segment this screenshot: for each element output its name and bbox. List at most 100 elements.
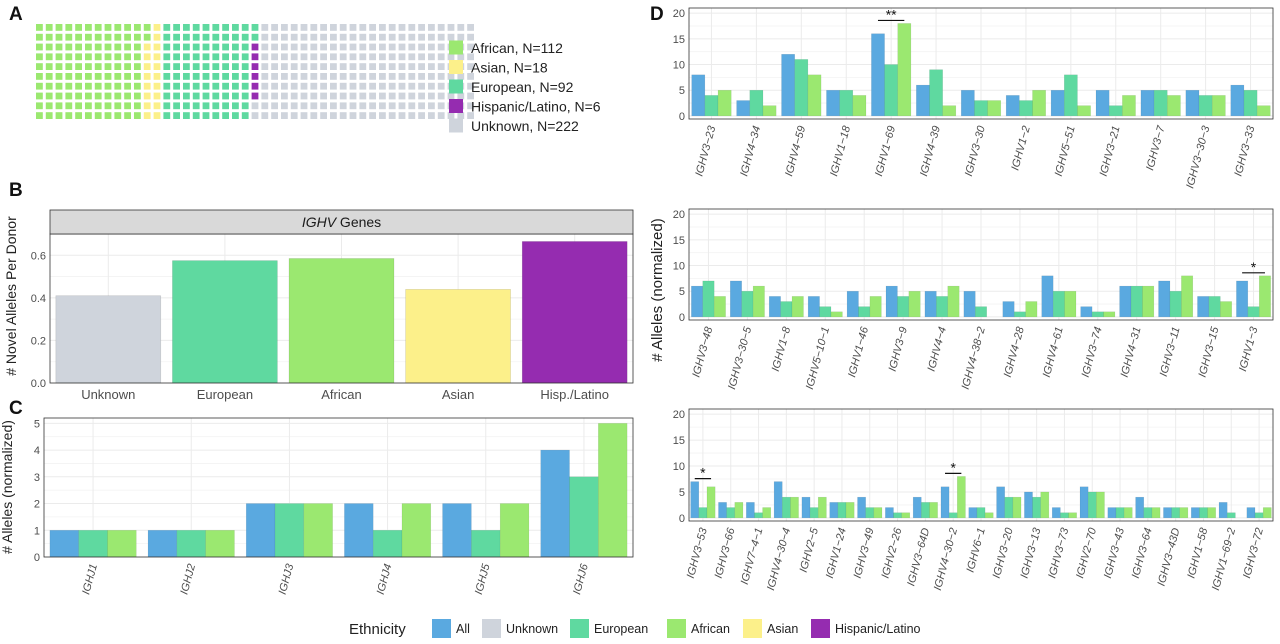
bar-african bbox=[713, 296, 726, 318]
waffle-square-african bbox=[85, 53, 92, 61]
x-tick-label: IGHV4−34 bbox=[738, 125, 763, 178]
waffle-square-african bbox=[104, 63, 112, 70]
waffle-square-unknown bbox=[408, 24, 416, 31]
waffle-square-hispaniclatino bbox=[251, 43, 259, 51]
ethnicity-legend: Ethnicity All Unknown European African Asian H… bbox=[349, 619, 921, 638]
waffle-square-unknown bbox=[457, 53, 465, 61]
waffle-square-european bbox=[202, 63, 210, 70]
significance-label: * bbox=[950, 459, 956, 475]
waffle-square-unknown bbox=[320, 112, 327, 119]
bar-african bbox=[987, 100, 1002, 117]
bar-african bbox=[1064, 290, 1077, 318]
waffle-square-unknown bbox=[398, 24, 406, 31]
waffle-square-african bbox=[55, 24, 63, 31]
bar-european bbox=[1243, 89, 1258, 117]
waffle-square-african bbox=[114, 102, 122, 110]
waffle-square-unknown bbox=[290, 82, 298, 90]
waffle-square-african bbox=[104, 102, 112, 110]
bar-all bbox=[1163, 507, 1172, 519]
y-tick-label: 15 bbox=[673, 435, 685, 447]
waffle-square-african bbox=[124, 33, 131, 41]
waffle-square-unknown bbox=[437, 24, 445, 31]
waffle-square-african bbox=[45, 33, 53, 41]
waffle-square-unknown bbox=[271, 92, 278, 100]
bar-african bbox=[107, 530, 137, 558]
x-tick-label: IGHV1−69−2 bbox=[1210, 527, 1238, 592]
waffle-square-unknown bbox=[300, 43, 308, 51]
bar-african bbox=[1025, 301, 1038, 318]
waffle-square-european bbox=[183, 112, 190, 119]
waffle-square-unknown bbox=[398, 112, 406, 119]
waffle-square-unknown bbox=[320, 82, 327, 90]
waffle-square-european bbox=[212, 24, 220, 31]
waffle-square-african bbox=[114, 53, 122, 61]
bar-all bbox=[829, 502, 839, 519]
x-tick-label: IGHJ4 bbox=[375, 563, 395, 596]
waffle-square-african bbox=[94, 73, 102, 80]
waffle-square-unknown bbox=[418, 53, 425, 61]
bar-all bbox=[857, 496, 866, 519]
waffle-square-asian bbox=[153, 92, 161, 100]
waffle-square-african bbox=[114, 43, 122, 51]
waffle-square-unknown bbox=[408, 82, 416, 90]
waffle-square-unknown bbox=[437, 63, 445, 70]
waffle-square-european bbox=[173, 73, 180, 80]
waffle-square-unknown bbox=[300, 73, 308, 80]
waffle-square-unknown bbox=[437, 82, 445, 90]
waffle-square-african bbox=[65, 24, 73, 31]
bar-all bbox=[1236, 280, 1249, 318]
x-tick-label: IGHV3−43D bbox=[1156, 527, 1183, 588]
waffle-square-african bbox=[94, 43, 102, 51]
waffle-square-unknown bbox=[359, 63, 367, 70]
waffle-square-unknown bbox=[349, 33, 357, 41]
bar-european bbox=[372, 530, 403, 558]
bar-all bbox=[940, 486, 950, 519]
waffle-square-european bbox=[232, 82, 239, 90]
waffle-square-unknown bbox=[437, 33, 445, 41]
bar-all bbox=[691, 74, 706, 117]
waffle-square-african bbox=[36, 43, 43, 51]
x-tick-label: IGHV3−48 bbox=[690, 325, 715, 379]
waffle-square-unknown bbox=[418, 112, 425, 119]
waffle-square-unknown bbox=[281, 92, 288, 100]
waffle-square-african bbox=[55, 33, 63, 41]
y-tick-label: 10 bbox=[673, 261, 685, 273]
waffle-square-unknown bbox=[467, 33, 474, 41]
bar-european bbox=[884, 64, 898, 117]
y-tick-label: 0 bbox=[679, 513, 685, 525]
waffle-square-european bbox=[173, 33, 180, 41]
bar-european bbox=[569, 476, 599, 558]
bar-african bbox=[984, 512, 994, 519]
waffle-square-unknown bbox=[290, 33, 298, 41]
waffle-square-african bbox=[36, 73, 43, 80]
x-tick-label: IGHV3−15 bbox=[1197, 325, 1222, 379]
legend-label: Asian, N=18 bbox=[471, 60, 548, 76]
bar-european bbox=[754, 512, 763, 519]
bar-african bbox=[1122, 95, 1136, 117]
bar-european bbox=[897, 296, 910, 318]
significance-label: ** bbox=[886, 6, 897, 22]
waffle-square-african bbox=[124, 112, 131, 119]
waffle-square-unknown bbox=[300, 82, 308, 90]
bar-european bbox=[698, 507, 708, 519]
waffle-square-african bbox=[104, 53, 112, 61]
y-axis-title: # Novel Alleles Per Donor bbox=[3, 216, 19, 376]
waffle-square-african bbox=[65, 112, 73, 119]
waffle-square-african bbox=[114, 92, 122, 100]
panel-label-b: B bbox=[9, 180, 23, 201]
waffle-square-european bbox=[163, 43, 171, 51]
waffle-square-unknown bbox=[261, 82, 269, 90]
waffle-square-unknown bbox=[261, 24, 269, 31]
waffle-square-unknown bbox=[320, 53, 327, 61]
waffle-square-unknown bbox=[408, 63, 416, 70]
waffle-square-european bbox=[241, 63, 249, 70]
waffle-square-african bbox=[94, 82, 102, 90]
waffle-square-unknown bbox=[437, 43, 445, 51]
bar-african bbox=[1220, 301, 1232, 318]
bar-european bbox=[176, 530, 206, 558]
waffle-square-european bbox=[222, 73, 229, 80]
waffle-square-unknown bbox=[339, 43, 347, 51]
panel-c-chart: 0 1 2 3 4 5 IGHJ1 IGHJ2 IGHJ3 IGHJ4 IGHJ5 IGHJ6 bbox=[34, 417, 634, 596]
x-tick-label: IGHV3−66 bbox=[713, 526, 738, 580]
bar-african bbox=[1167, 95, 1181, 117]
